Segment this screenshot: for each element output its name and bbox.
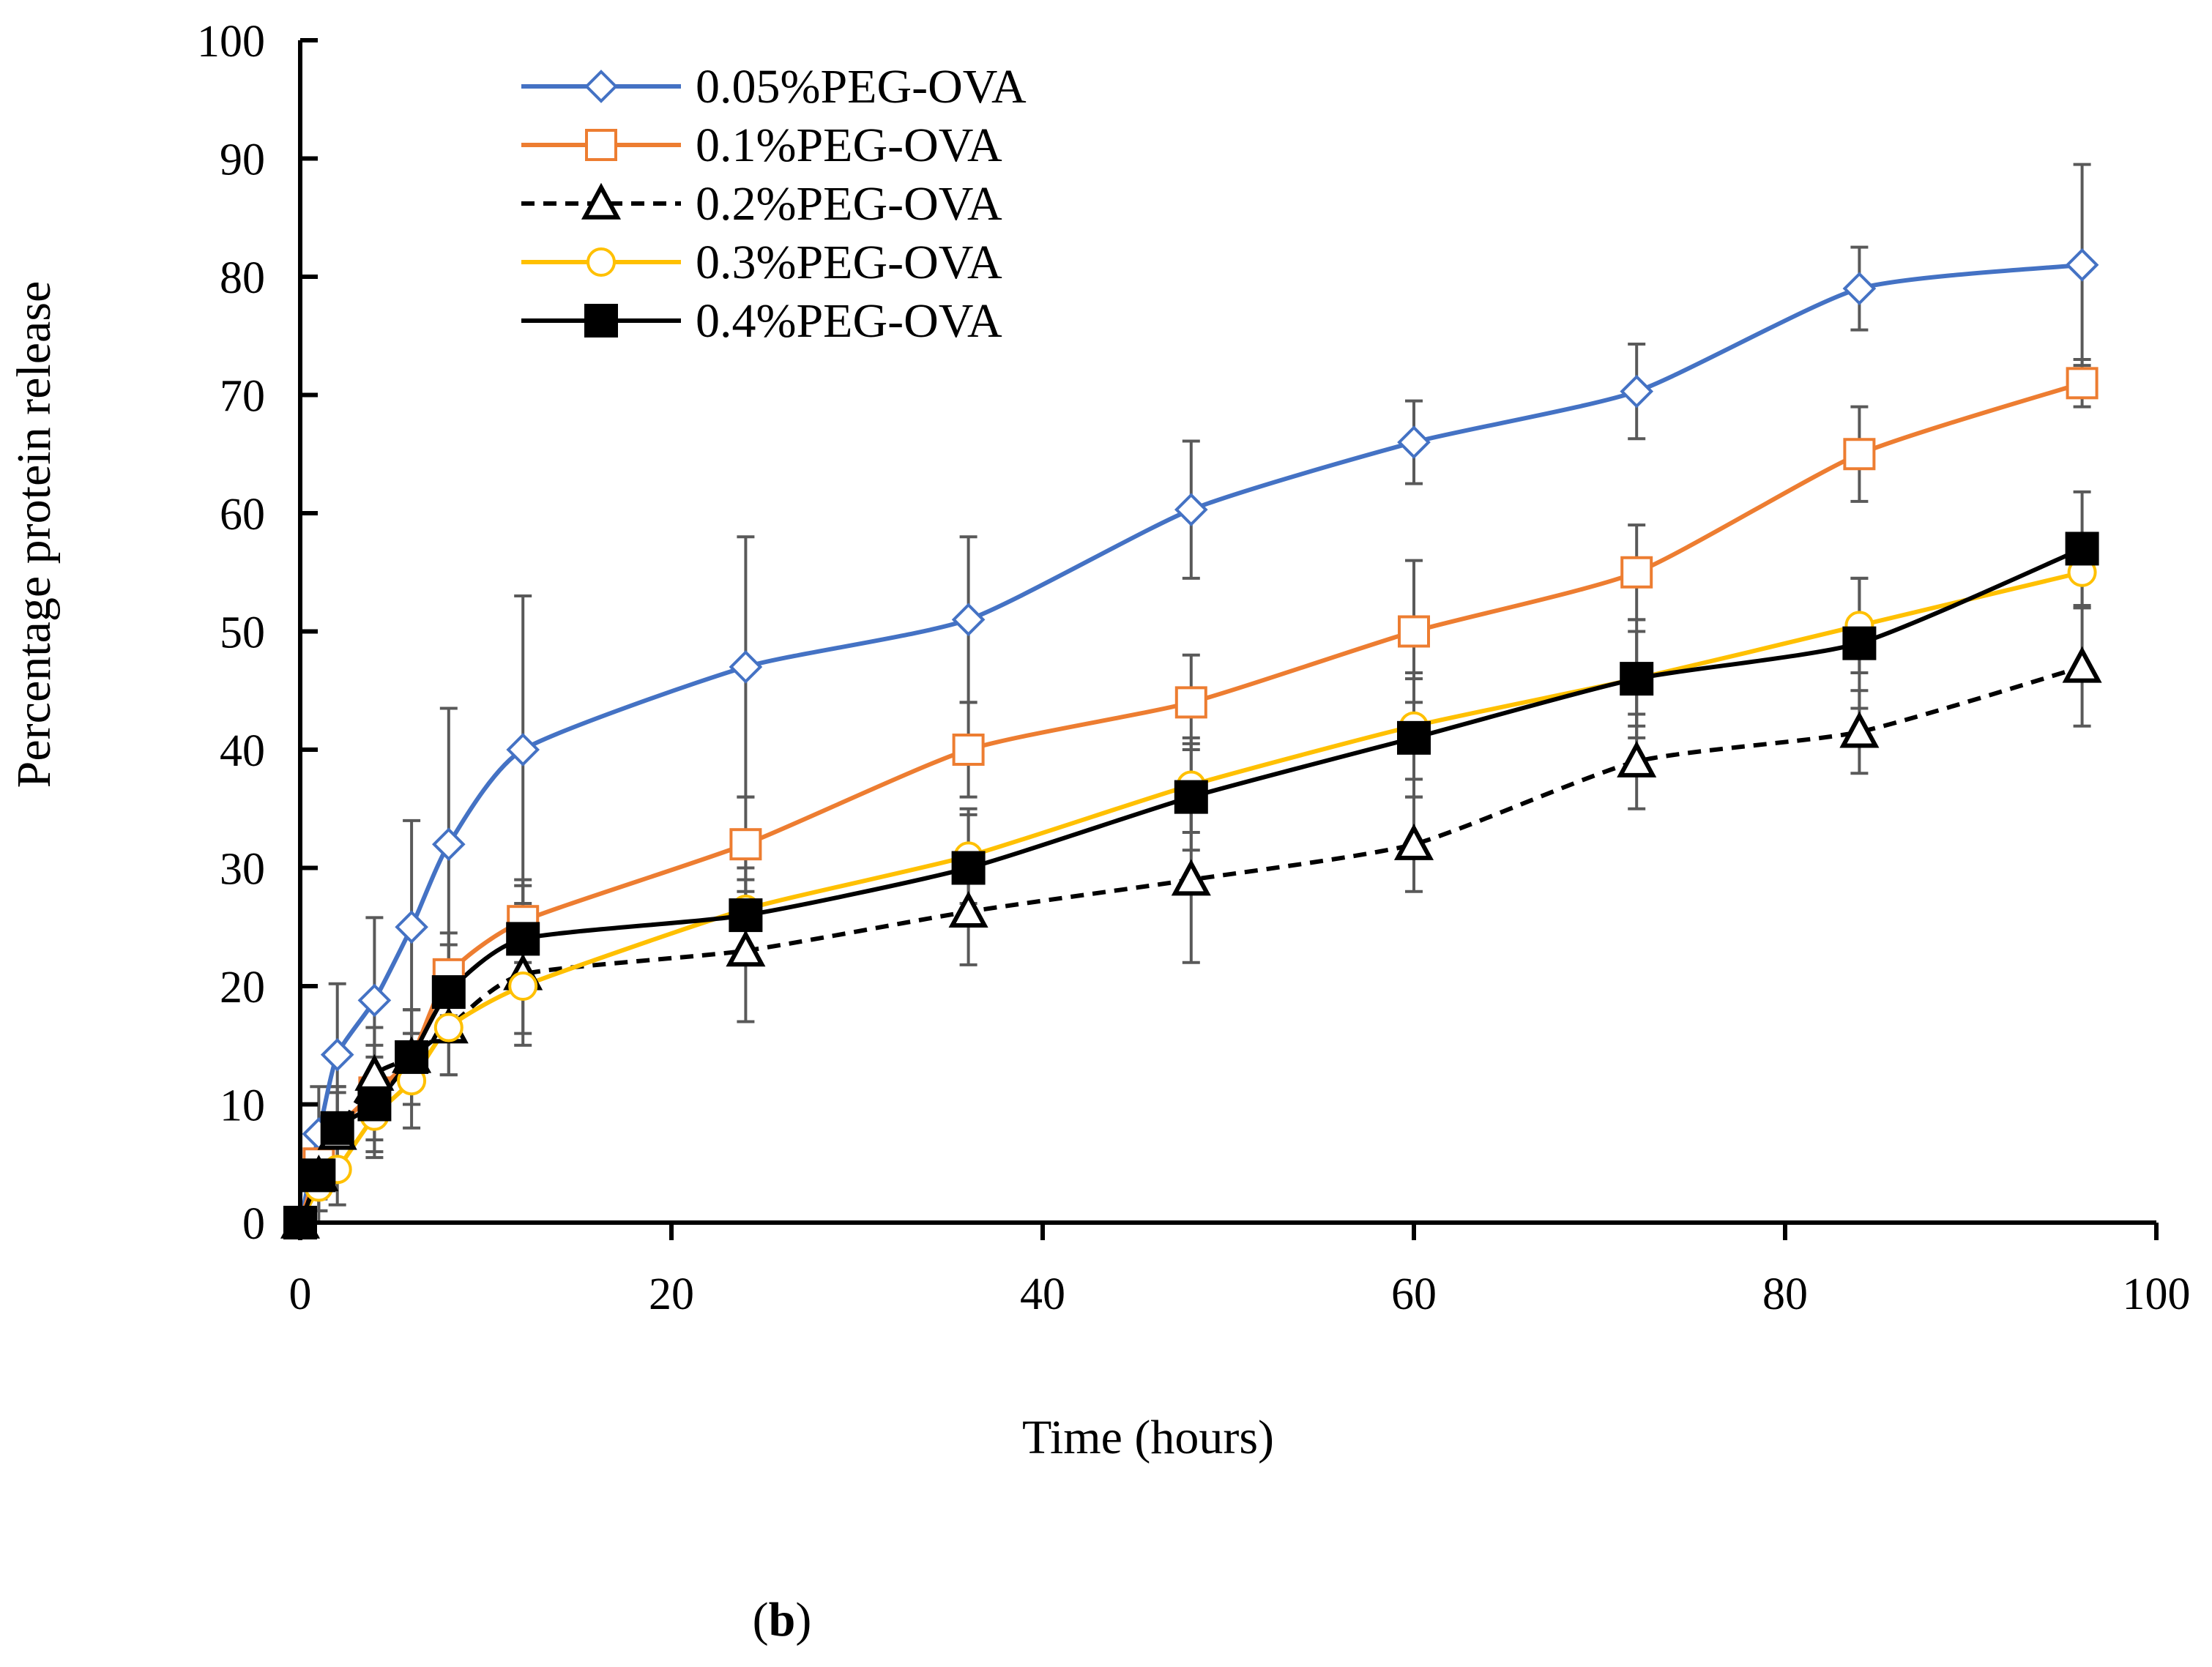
data-point-0-2-peg-ova: [948, 890, 988, 928]
data-point-0-1-peg-ova: [1620, 556, 1653, 589]
data-point-0-05-peg-ova: [506, 733, 540, 767]
y-tick-label: 100: [197, 17, 265, 67]
legend: 0.05%PEG-OVA 0.1%PEG-OVA0.2%PEG-OVA0.3%PE…: [521, 60, 1027, 348]
panel-label: (b): [753, 1593, 812, 1647]
y-tick-label: 60: [220, 490, 265, 540]
x-tick-label: 20: [649, 1269, 694, 1319]
data-point-0-05-peg-ova: [357, 983, 392, 1018]
data-point-0-05-peg-ova: [431, 827, 466, 862]
data-point-0-05-peg-ova: [395, 910, 428, 944]
y-tick-label: 70: [220, 372, 265, 422]
legend-label-0-1-peg-ova: 0.1%PEG-OVA: [696, 119, 1002, 172]
y-tick-label: 30: [220, 845, 265, 895]
y-tick-label: 20: [220, 963, 265, 1012]
data-point-0-4-peg-ova: [1842, 626, 1877, 660]
data-point-0-2-peg-ova: [1617, 740, 1657, 777]
data-point-0-05-peg-ova: [1620, 374, 1654, 409]
legend-label-0-4-peg-ova: 0.4%PEG-OVA: [696, 294, 1002, 348]
markers-layer: [280, 248, 2102, 1239]
data-point-0-4-peg-ova: [320, 1111, 354, 1145]
data-point-0-4-peg-ova: [2065, 532, 2099, 566]
data-point-0-05-peg-ova: [2065, 248, 2099, 282]
legend-marker-0-1-peg-ova: [585, 129, 617, 161]
x-tick-label: 100: [2123, 1269, 2191, 1319]
data-point-0-05-peg-ova: [729, 650, 763, 684]
data-point-0-1-peg-ova: [1843, 438, 1876, 471]
data-point-0-4-peg-ova: [357, 1087, 392, 1122]
data-point-0-2-peg-ova: [1839, 711, 1880, 748]
x-tick-label: 40: [1020, 1269, 1065, 1319]
legend-label-0-05-peg-ova: 0.05%PEG-OVA: [696, 60, 1027, 113]
panel-label-close: ): [795, 1593, 811, 1647]
data-point-0-2-peg-ova: [2062, 646, 2102, 683]
data-point-0-05-peg-ova: [951, 603, 986, 637]
y-axis-title: Percentage protein release: [7, 281, 61, 788]
data-point-0-1-peg-ova: [2066, 367, 2099, 400]
y-tick-label: 0: [242, 1199, 265, 1249]
y-tick-label: 40: [220, 726, 265, 776]
legend-marker-0-3-peg-ova: [586, 247, 616, 277]
legend-label-0-3-peg-ova: 0.3%PEG-OVA: [696, 236, 1002, 289]
x-tick-label: 0: [289, 1269, 312, 1319]
y-tick-label: 90: [220, 135, 265, 185]
data-point-0-4-peg-ova: [729, 898, 763, 933]
data-point-0-05-peg-ova: [1174, 493, 1208, 526]
data-point-0-4-peg-ova: [431, 975, 466, 1010]
data-point-0-4-peg-ova: [302, 1158, 336, 1193]
data-point-0-4-peg-ova: [951, 851, 986, 885]
data-point-0-4-peg-ova: [1620, 662, 1654, 696]
data-point-0-1-peg-ova: [729, 828, 762, 861]
data-point-0-4-peg-ova: [1174, 780, 1208, 814]
data-point-0-3-peg-ova: [508, 972, 538, 1001]
data-point-0-4-peg-ova: [506, 922, 540, 956]
x-tick-label: 60: [1391, 1269, 1437, 1319]
panel-label-open: (: [753, 1593, 769, 1647]
data-point-0-4-peg-ova: [395, 1040, 429, 1074]
y-tick-label: 10: [220, 1081, 265, 1131]
x-tick-label: 80: [1762, 1269, 1808, 1319]
y-tick-label: 50: [220, 608, 265, 658]
data-point-0-05-peg-ova: [320, 1037, 354, 1072]
x-axis-title: Time (hours): [1022, 1411, 1274, 1464]
series-line-0-2-peg-ova: [298, 665, 2083, 1224]
axes-layer: 0 10 20 30 40 50 60 70 80 90 100 0 20 40 60 80 100: [197, 17, 2191, 1319]
data-point-0-1-peg-ova: [1174, 686, 1207, 719]
legend-marker-0-2-peg-ova: [581, 182, 622, 220]
data-point-0-2-peg-ova: [1393, 823, 1434, 860]
legend-marker-0-4-peg-ova: [584, 304, 618, 337]
data-point-0-2-peg-ova: [1171, 859, 1211, 896]
data-point-0-05-peg-ova: [1842, 272, 1877, 305]
data-point-0-1-peg-ova: [952, 734, 985, 766]
data-point-0-05-peg-ova: [1397, 425, 1431, 459]
data-point-0-2-peg-ova: [354, 1053, 395, 1091]
panel-label-letter: b: [769, 1593, 796, 1647]
legend-marker-0-05-peg-ova: [584, 70, 618, 103]
data-point-0-4-peg-ova: [1397, 720, 1431, 755]
legend-label-0-2-peg-ova: 0.2%PEG-OVA: [696, 177, 1002, 231]
data-point-0-2-peg-ova: [726, 930, 766, 967]
y-tick-label: 80: [220, 253, 265, 303]
data-point-0-1-peg-ova: [1398, 615, 1430, 648]
data-point-0-3-peg-ova: [433, 1012, 463, 1043]
